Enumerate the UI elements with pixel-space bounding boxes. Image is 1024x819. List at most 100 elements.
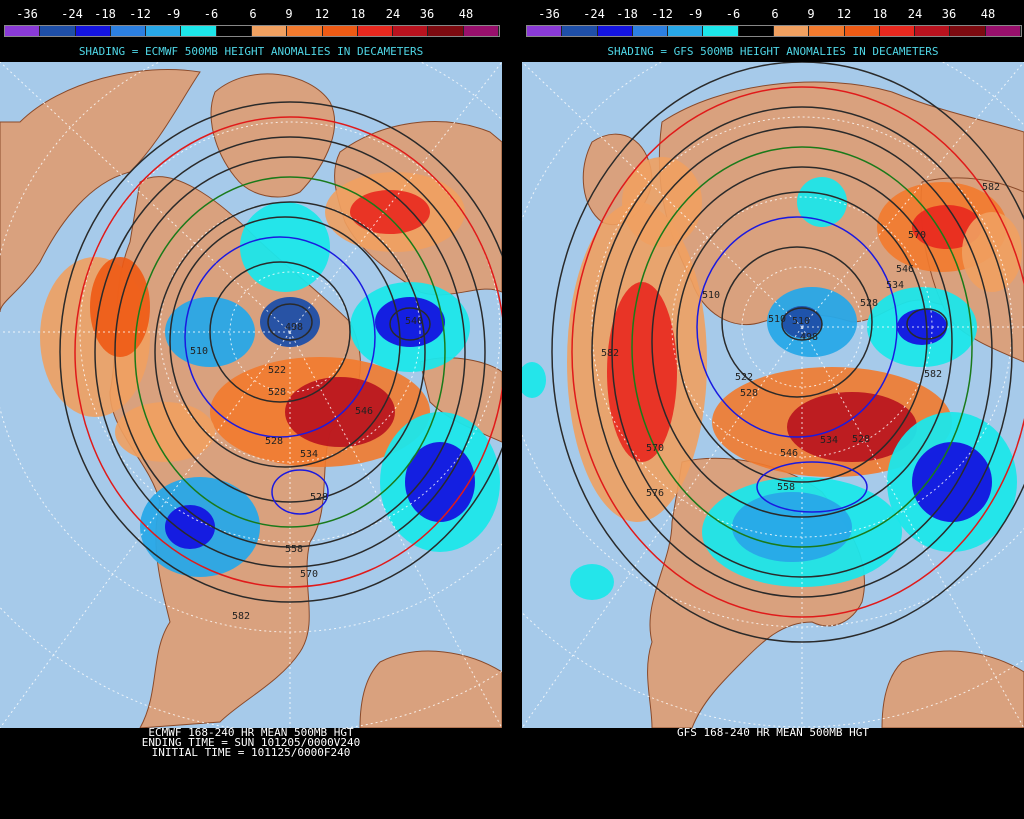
contour-label: 582	[601, 348, 619, 359]
legend-swatch	[915, 26, 951, 36]
legend-swatch	[287, 26, 323, 36]
contour-label: 510	[768, 314, 786, 325]
negative-anomaly-alaska-core	[165, 505, 215, 549]
legend-label: 24	[385, 7, 401, 21]
contour-label: 570	[908, 230, 926, 241]
contour-label: 546	[896, 264, 914, 275]
negative-anomaly-scandinavia-core	[375, 297, 445, 347]
contour-label: 534	[886, 280, 904, 291]
contour-label: 546	[355, 406, 373, 417]
legend-label: -6	[203, 7, 219, 21]
positive-anomaly-pacific	[115, 402, 215, 462]
contour-label: 576	[646, 488, 664, 499]
legend-label: -36	[16, 7, 38, 21]
legend-label: -18	[94, 7, 116, 21]
legend-label: 36	[941, 7, 957, 21]
contour-label: 528	[860, 298, 878, 309]
legend-swatch	[146, 26, 182, 36]
contour-label: 528	[852, 434, 870, 445]
ecmwf-map: 510 522 528 528 534 546 528 558 570 582 498 540	[0, 62, 502, 728]
anomaly-color-legend: -36 -24 -18 -12 -9 -6 6 9 12 18 24 36 48	[4, 6, 500, 37]
greenland	[210, 73, 335, 198]
legend-swatch	[251, 26, 288, 36]
contour-label: 534	[300, 449, 318, 460]
anomaly-color-legend: -36 -24 -18 -12 -9 -6 6 9 12 18 24 36 48	[526, 6, 1022, 37]
legend-label: -18	[616, 7, 638, 21]
contour-label: 528	[740, 388, 758, 399]
footer-line-2: ENDING TIME = SUN 101205/0000V240	[141, 736, 361, 749]
contour-label: 582	[924, 369, 942, 380]
legend-label: -24	[583, 7, 605, 21]
contour-label: 522	[735, 372, 753, 383]
contour-label: 528	[268, 387, 286, 398]
legend-swatch	[181, 26, 217, 36]
legend-color-bar	[4, 25, 500, 37]
panel-divider	[502, 0, 522, 819]
legend-swatch	[879, 26, 916, 36]
legend-swatch	[428, 26, 464, 36]
height-contours	[59, 101, 502, 603]
map-footer: GFS 168-240 HR MEAN 500MB HGT	[522, 726, 1024, 739]
legend-swatch	[844, 26, 880, 36]
contour-label: 528	[310, 492, 328, 503]
legend-label: 9	[285, 7, 293, 21]
footer-line-1: ECMWF 168-240 HR MEAN 500MB HGT	[148, 726, 354, 739]
legend-swatch	[773, 26, 810, 36]
legend-label: 6	[249, 7, 257, 21]
legend-label: -9	[687, 7, 703, 21]
legend-swatch	[703, 26, 739, 36]
contour-labels: 510 522 528 528 534 546 528 558 570 582 498 540	[190, 316, 423, 622]
contour-label: 540	[405, 316, 423, 327]
legend-swatch	[597, 26, 633, 36]
legend-swatch	[216, 26, 252, 36]
legend-label: 12	[314, 7, 330, 21]
legend-labels: -36 -24 -18 -12 -9 -6 6 9 12 18 24 36 48	[526, 6, 1022, 22]
legend-label: 9	[807, 7, 815, 21]
anomaly-shading	[522, 157, 1022, 600]
legend-swatch	[40, 26, 76, 36]
contour-label: 570	[646, 443, 664, 454]
legend-swatch	[809, 26, 845, 36]
legend-label: -6	[725, 7, 741, 21]
legend-swatch	[322, 26, 358, 36]
contour-label: 558	[285, 544, 303, 555]
legend-swatch	[463, 26, 499, 36]
legend-swatch	[950, 26, 986, 36]
lat-lon-grid	[522, 62, 1024, 728]
legend-label: 6	[771, 7, 779, 21]
negative-anomaly-arctic	[240, 202, 330, 292]
legend-label: -12	[651, 7, 673, 21]
footer-line-3: INITIAL TIME = 101125/0000F240	[151, 746, 351, 759]
footer-line-1: GFS 168-240 HR MEAN 500MB HGT	[676, 726, 870, 739]
legend-swatch	[393, 26, 429, 36]
gfs-map: 510 510 522 528 528 534 546 558 570 576 582 582 582 5…	[522, 62, 1024, 728]
legend-swatch	[110, 26, 147, 36]
legend-label: 18	[350, 7, 366, 21]
legend-label: 48	[458, 7, 474, 21]
contour-label: 570	[300, 569, 318, 580]
contour-label: 510	[190, 346, 208, 357]
contour-label: 498	[285, 322, 303, 333]
shading-title: SHADING = ECMWF 500MB HEIGHT ANOMALIES I…	[78, 45, 424, 58]
contour-label: 546	[780, 448, 798, 459]
legend-swatch	[985, 26, 1021, 36]
legend-swatch	[5, 26, 41, 36]
contour-label: 510	[702, 290, 720, 301]
contour-label: 528	[265, 436, 283, 447]
legend-swatch	[562, 26, 598, 36]
contour-label: 582	[232, 611, 250, 622]
legend-label: 12	[836, 7, 852, 21]
legend-labels: -36 -24 -18 -12 -9 -6 6 9 12 18 24 36 48	[4, 6, 500, 22]
legend-label: -24	[61, 7, 83, 21]
legend-label: 24	[907, 7, 923, 21]
legend-swatch	[357, 26, 394, 36]
legend-label: 48	[980, 7, 996, 21]
south-america	[881, 650, 1024, 728]
contour-label: 582	[982, 182, 1000, 193]
legend-label: -12	[129, 7, 151, 21]
positive-anomaly-europe-core	[350, 190, 430, 234]
positive-anomaly-atlantic-core	[285, 377, 395, 447]
contour-label: 534	[820, 435, 838, 446]
legend-swatch	[632, 26, 669, 36]
contour-labels: 510 510 522 528 528 534 546 558 570 576 582 582 582 5…	[601, 182, 1000, 499]
